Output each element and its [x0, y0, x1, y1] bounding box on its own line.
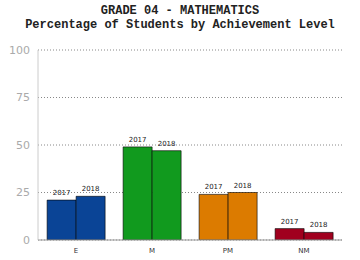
svg-text:100: 100 [9, 44, 30, 57]
svg-text:2018: 2018 [234, 182, 252, 190]
svg-text:NM: NM [298, 247, 309, 255]
svg-text:50: 50 [16, 139, 30, 152]
svg-text:2017: 2017 [53, 189, 71, 197]
svg-text:75: 75 [16, 91, 30, 104]
svg-text:2017: 2017 [281, 218, 299, 226]
svg-text:2018: 2018 [82, 185, 100, 193]
svg-text:2017: 2017 [205, 183, 223, 191]
svg-text:0: 0 [23, 234, 30, 247]
svg-text:25: 25 [16, 186, 30, 199]
svg-text:2018: 2018 [158, 140, 176, 148]
svg-text:2017: 2017 [129, 136, 147, 144]
svg-text:2018: 2018 [310, 221, 328, 229]
html-text:GRADE 04 - MATHEMATICS: GRADE 04 - MATHEMATICS [100, 4, 260, 18]
svg-text:E: E [74, 247, 78, 255]
svg-text:M: M [149, 247, 155, 255]
svg-text:PM: PM [223, 247, 233, 255]
html-text:Percentage of Students by Achi: Percentage of Students by Achievement Le… [25, 18, 335, 32]
